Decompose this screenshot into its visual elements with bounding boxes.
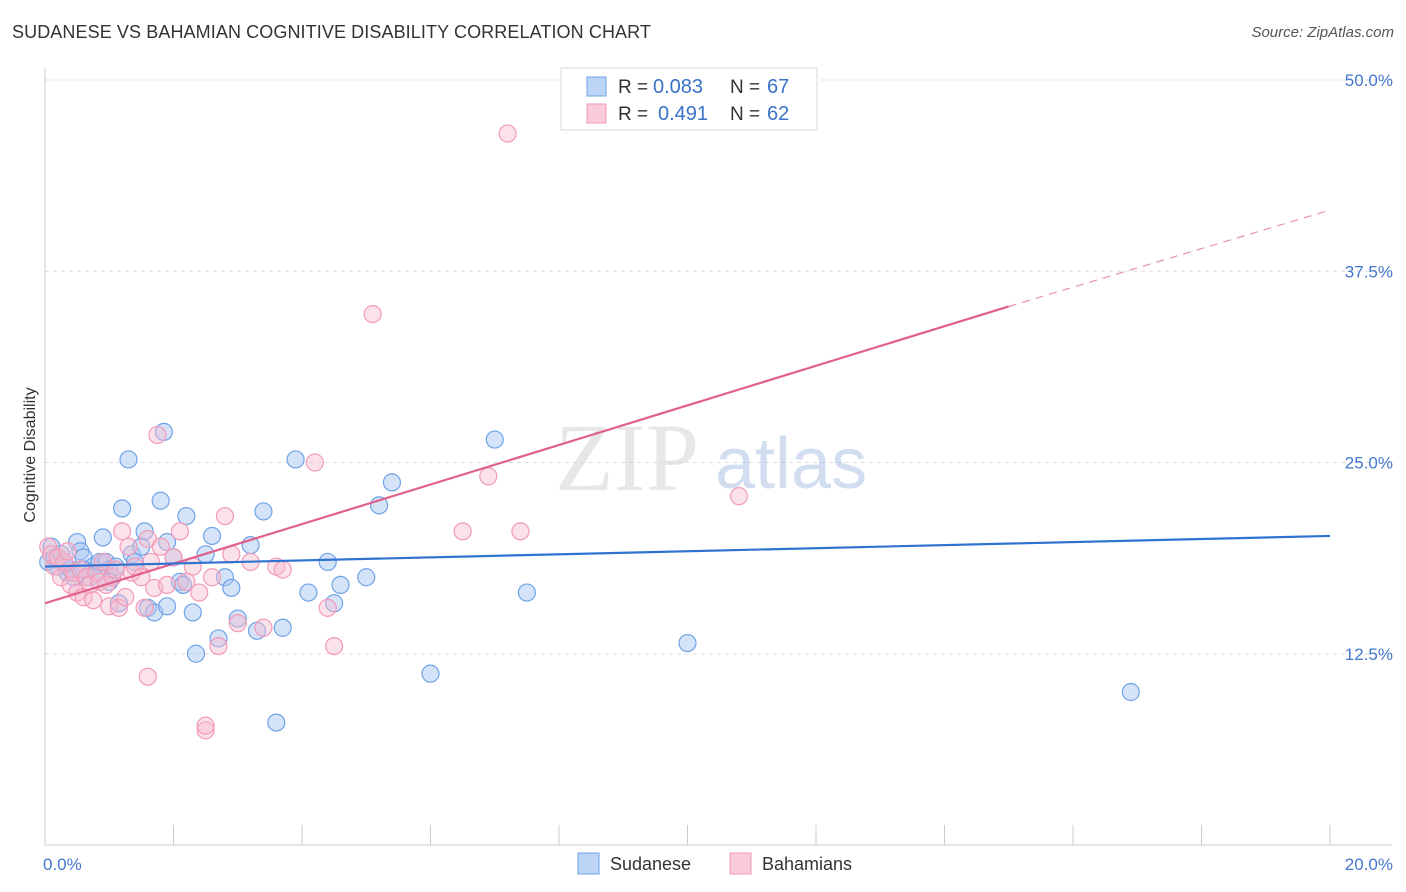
legend-r-label-2: R =: [618, 104, 648, 125]
sudanese-point: [209, 629, 228, 648]
bahamians-point: [209, 636, 228, 656]
watermark: ZIP atlas: [555, 404, 867, 511]
sudanese-point: [119, 450, 138, 469]
y-axis-title: Cognitive Disability: [22, 387, 39, 522]
axes: [44, 68, 1392, 846]
bahamians-point: [729, 487, 749, 506]
sudanese-point: [286, 450, 305, 469]
legend-r-label-1: R =: [618, 77, 648, 98]
bahamians-points: [39, 124, 749, 740]
chart-source: Source: ZipAtlas.com: [1251, 24, 1394, 41]
correlation-legend: R = 0.083 N = 67 R = 0.491 N = 62: [560, 67, 818, 131]
sudanese-point: [267, 713, 286, 732]
bahamians-point: [151, 537, 170, 556]
sudanese-point: [517, 583, 536, 602]
y-tick-label: 12.5%: [1345, 645, 1393, 664]
sudanese-point: [112, 499, 132, 518]
sudanese-point: [183, 603, 202, 622]
sudanese-point: [678, 633, 697, 653]
sudanese-point: [125, 552, 145, 572]
bahamians-point: [190, 583, 209, 602]
sudanese-point: [357, 568, 376, 587]
bahamians-point: [157, 575, 177, 595]
bahamians-point: [84, 591, 103, 610]
bottom-legend-swatch-sudanese: [577, 852, 600, 875]
bahamians-point: [196, 716, 215, 735]
sudanese-trend-line: [44, 534, 1331, 568]
bahamians-point: [498, 124, 517, 143]
y-tick-label: 50.0%: [1345, 71, 1393, 90]
bahamians-trend-line: [44, 305, 1010, 605]
sudanese-point: [485, 430, 504, 449]
sudanese-point: [222, 578, 241, 598]
sudanese-point: [382, 473, 402, 492]
chart-title: SUDANESE VS BAHAMIAN COGNITIVE DISABILIT…: [12, 22, 652, 42]
trend-lines: [44, 209, 1331, 605]
bahamians-point: [196, 721, 215, 740]
sudanese-point: [318, 552, 337, 572]
bahamians-point: [215, 506, 234, 526]
x-tick-label-min: 0.0%: [43, 855, 82, 874]
sudanese-point: [299, 583, 318, 602]
bahamians-point: [325, 636, 344, 656]
legend-swatch-bahamians: [586, 103, 607, 124]
bahamians-point: [228, 614, 247, 633]
legend-r-value-1: 0.083: [653, 76, 703, 98]
bahamians-point: [273, 560, 292, 579]
x-tick-labels: 0.0% 20.0%: [43, 855, 1393, 874]
sudanese-point: [157, 532, 177, 552]
bottom-legend-label-sudanese: Sudanese: [610, 854, 691, 874]
bahamians-point: [177, 572, 196, 591]
bottom-legend-swatch-bahamians: [729, 852, 752, 875]
bahamians-point: [58, 542, 77, 561]
series-legend: Sudanese Bahamians: [577, 852, 852, 875]
bahamians-point: [135, 598, 154, 617]
sudanese-point: [1121, 682, 1140, 702]
sudanese-point: [177, 506, 196, 526]
bahamians-point: [148, 425, 167, 445]
sudanese-point: [174, 575, 193, 595]
bahamians-point: [112, 522, 132, 541]
bahamians-point: [119, 537, 138, 556]
bahamians-trend-extension: [1008, 209, 1331, 308]
legend-n-value-2: 62: [767, 103, 789, 125]
bahamians-point: [254, 618, 273, 637]
x-tick-label-max: 20.0%: [1345, 855, 1393, 874]
y-tick-label: 37.5%: [1345, 262, 1393, 281]
bahamians-point: [109, 598, 128, 617]
sudanese-point: [254, 502, 273, 521]
sudanese-point: [273, 618, 292, 637]
bahamians-point: [202, 568, 222, 587]
bahamians-point: [170, 522, 190, 541]
legend-n-label-1: N =: [730, 77, 760, 98]
y-tick-labels: 12.5% 25.0% 37.5% 50.0%: [1345, 71, 1393, 664]
legend-swatch-sudanese: [586, 76, 607, 97]
bahamians-point: [363, 304, 382, 324]
sudanese-point: [325, 594, 344, 613]
sudanese-point: [202, 526, 222, 546]
sudanese-point: [157, 597, 177, 616]
bahamians-point: [305, 453, 324, 472]
legend-r-value-2: 0.491: [658, 103, 708, 125]
legend-n-label-2: N =: [730, 104, 760, 125]
bahamians-point: [318, 598, 337, 617]
y-tick-label: 25.0%: [1345, 454, 1393, 473]
bottom-legend-label-bahamians: Bahamians: [762, 854, 852, 874]
sudanese-point: [151, 491, 170, 510]
bahamians-point: [479, 467, 498, 486]
sudanese-point: [421, 664, 440, 683]
sudanese-point: [186, 644, 206, 663]
watermark-zip: ZIP: [555, 404, 699, 511]
sudanese-point: [331, 575, 350, 595]
watermark-atlas: atlas: [715, 424, 867, 504]
bahamians-point: [116, 588, 135, 607]
bahamians-point: [453, 522, 472, 541]
sudanese-point: [228, 609, 247, 628]
legend-n-value-1: 67: [767, 76, 789, 98]
bahamians-point: [138, 667, 157, 686]
sudanese-point: [93, 528, 112, 547]
bahamians-point: [511, 522, 530, 541]
